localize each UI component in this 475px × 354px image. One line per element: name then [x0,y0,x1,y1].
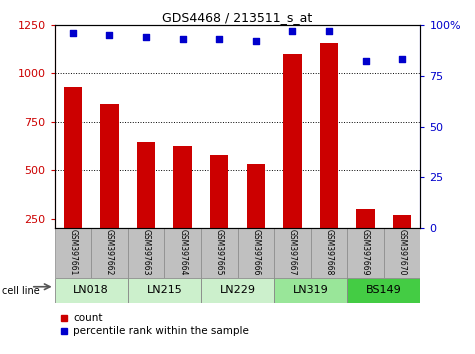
Text: cell line: cell line [2,286,40,296]
Bar [384,228,420,278]
Text: GSM397667: GSM397667 [288,229,297,275]
Bar [320,43,338,267]
Point [398,57,406,62]
Text: GSM397668: GSM397668 [324,229,333,275]
Point [325,28,332,34]
Point [289,28,296,34]
Bar [201,228,238,278]
Bar [347,228,384,278]
Bar [128,278,201,303]
Bar [55,228,91,278]
Text: LN018: LN018 [73,285,109,295]
Text: LN215: LN215 [146,285,182,295]
Bar [137,142,155,267]
Bar [274,228,311,278]
Bar [173,146,192,267]
Bar [311,228,347,278]
Bar [274,278,347,303]
Text: GSM397663: GSM397663 [142,229,151,275]
Text: GSM397662: GSM397662 [105,229,114,275]
Point [252,38,259,44]
Text: LN229: LN229 [219,285,256,295]
Point [142,34,150,40]
Bar [393,215,411,267]
Bar [55,278,128,303]
Point [362,58,370,64]
Bar [210,155,228,267]
Bar [128,228,164,278]
Text: GSM397666: GSM397666 [251,229,260,275]
Text: GSM397664: GSM397664 [178,229,187,275]
Bar [164,228,201,278]
Bar [356,209,375,267]
Text: GSM397661: GSM397661 [68,229,77,275]
Bar [238,228,274,278]
Bar [347,278,420,303]
Point [179,36,186,42]
Bar [64,87,82,267]
Text: BS149: BS149 [366,285,402,295]
Bar [247,164,265,267]
Point [69,30,77,36]
Bar [201,278,274,303]
Bar [283,54,302,267]
Legend: count, percentile rank within the sample: count, percentile rank within the sample [60,313,249,336]
Bar [100,104,119,267]
Bar [91,228,128,278]
Point [105,32,113,38]
Title: GDS4468 / 213511_s_at: GDS4468 / 213511_s_at [162,11,313,24]
Text: GSM397670: GSM397670 [398,229,407,275]
Text: GSM397669: GSM397669 [361,229,370,275]
Text: GSM397665: GSM397665 [215,229,224,275]
Point [216,36,223,42]
Text: LN319: LN319 [293,285,329,295]
